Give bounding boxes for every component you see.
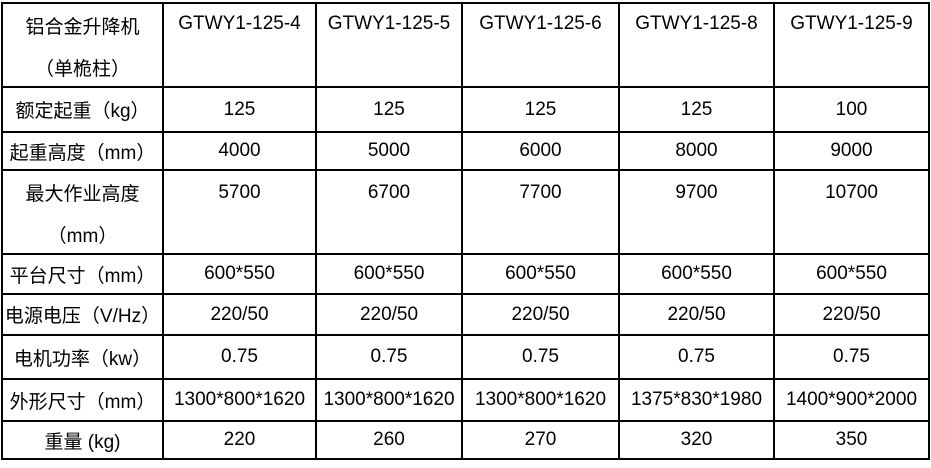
table-row-power-voltage: 电源电压（V/Hz） 220/50 220/50 220/50 220/50 2… — [1, 293, 930, 336]
row-label: 额定起重（kg） — [1, 86, 164, 133]
product-spec-table: 铝合金升降机 （单桅柱） GTWY1-125-4 GTWY1-125-5 GTW… — [1, 2, 930, 460]
table-cell: 600*550 — [461, 253, 620, 295]
row-label: 外形尺寸（mm） — [1, 378, 164, 422]
table-row-platform-size: 平台尺寸（mm） 600*550 600*550 600*550 600*550… — [1, 253, 930, 295]
table-cell: 6700 — [315, 169, 463, 255]
model-header: GTWY1-125-4 — [162, 2, 317, 88]
table-row-max-working-height: 最大作业高度 （mm） 5700 6700 7700 9700 10700 — [1, 169, 930, 255]
table-cell: 600*550 — [618, 253, 775, 295]
table-row-rated-load: 额定起重（kg） 125 125 125 125 100 — [1, 86, 930, 133]
table-cell: 260 — [315, 420, 463, 460]
table-cell: 125 — [162, 86, 317, 133]
row-label: 起重高度（mm） — [1, 131, 164, 171]
row-label-line1: 最大作业高度 — [25, 183, 140, 205]
table-cell: 0.75 — [315, 334, 463, 380]
table-cell: 100 — [773, 86, 930, 133]
table-cell: 220/50 — [461, 293, 620, 336]
table-cell: 0.75 — [618, 334, 775, 380]
table-cell: 220/50 — [162, 293, 317, 336]
row-label: 电源电压（V/Hz） — [1, 293, 164, 336]
product-name-line1: 铝合金升降机 — [25, 16, 140, 38]
table-cell: 5700 — [162, 169, 317, 255]
table-cell: 320 — [618, 420, 775, 460]
table-cell: 1300*800*1620 — [315, 378, 463, 422]
table-row-overall-size: 外形尺寸（mm） 1300*800*1620 1300*800*1620 130… — [1, 378, 930, 422]
table-cell: 220/50 — [773, 293, 930, 336]
table-cell: 9700 — [618, 169, 775, 255]
table-cell: 125 — [315, 86, 463, 133]
row-label: 重量 (kg) — [1, 420, 164, 460]
table-cell: 220 — [162, 420, 317, 460]
table-cell: 1375*830*1980 — [618, 378, 775, 422]
table-cell: 4000 — [162, 131, 317, 171]
table-cell: 0.75 — [461, 334, 620, 380]
table-header-row: 铝合金升降机 （单桅柱） GTWY1-125-4 GTWY1-125-5 GTW… — [1, 2, 930, 88]
table-row-lift-height: 起重高度（mm） 4000 5000 6000 8000 9000 — [1, 131, 930, 171]
table-cell: 220/50 — [618, 293, 775, 336]
table-cell: 5000 — [315, 131, 463, 171]
product-name-line2: （单桅柱） — [34, 58, 130, 80]
model-header: GTWY1-125-9 — [773, 2, 930, 88]
table-row-motor-power: 电机功率（kw） 0.75 0.75 0.75 0.75 0.75 — [1, 334, 930, 380]
table-cell: 8000 — [618, 131, 775, 171]
table-cell: 600*550 — [162, 253, 317, 295]
table-cell: 220/50 — [315, 293, 463, 336]
table-cell: 1400*900*2000 — [773, 378, 930, 422]
table-cell: 1300*800*1620 — [162, 378, 317, 422]
table-cell: 270 — [461, 420, 620, 460]
row-label: 电机功率（kw） — [1, 334, 164, 380]
row-label: 平台尺寸（mm） — [1, 253, 164, 295]
table-row-weight: 重量 (kg) 220 260 270 320 350 — [1, 420, 930, 460]
table-cell: 9000 — [773, 131, 930, 171]
table-cell: 1300*800*1620 — [461, 378, 620, 422]
row-label: 最大作业高度 （mm） — [1, 169, 164, 255]
product-name-cell: 铝合金升降机 （单桅柱） — [1, 2, 164, 88]
table-cell: 7700 — [461, 169, 620, 255]
row-label-line2: （mm） — [47, 225, 118, 247]
model-header: GTWY1-125-6 — [461, 2, 620, 88]
model-header: GTWY1-125-8 — [618, 2, 775, 88]
table-cell: 6000 — [461, 131, 620, 171]
table-cell: 350 — [773, 420, 930, 460]
table-cell: 0.75 — [773, 334, 930, 380]
table-cell: 0.75 — [162, 334, 317, 380]
table-cell: 125 — [461, 86, 620, 133]
table-cell: 600*550 — [773, 253, 930, 295]
model-header: GTWY1-125-5 — [315, 2, 463, 88]
table-cell: 10700 — [773, 169, 930, 255]
table-cell: 125 — [618, 86, 775, 133]
table-cell: 600*550 — [315, 253, 463, 295]
